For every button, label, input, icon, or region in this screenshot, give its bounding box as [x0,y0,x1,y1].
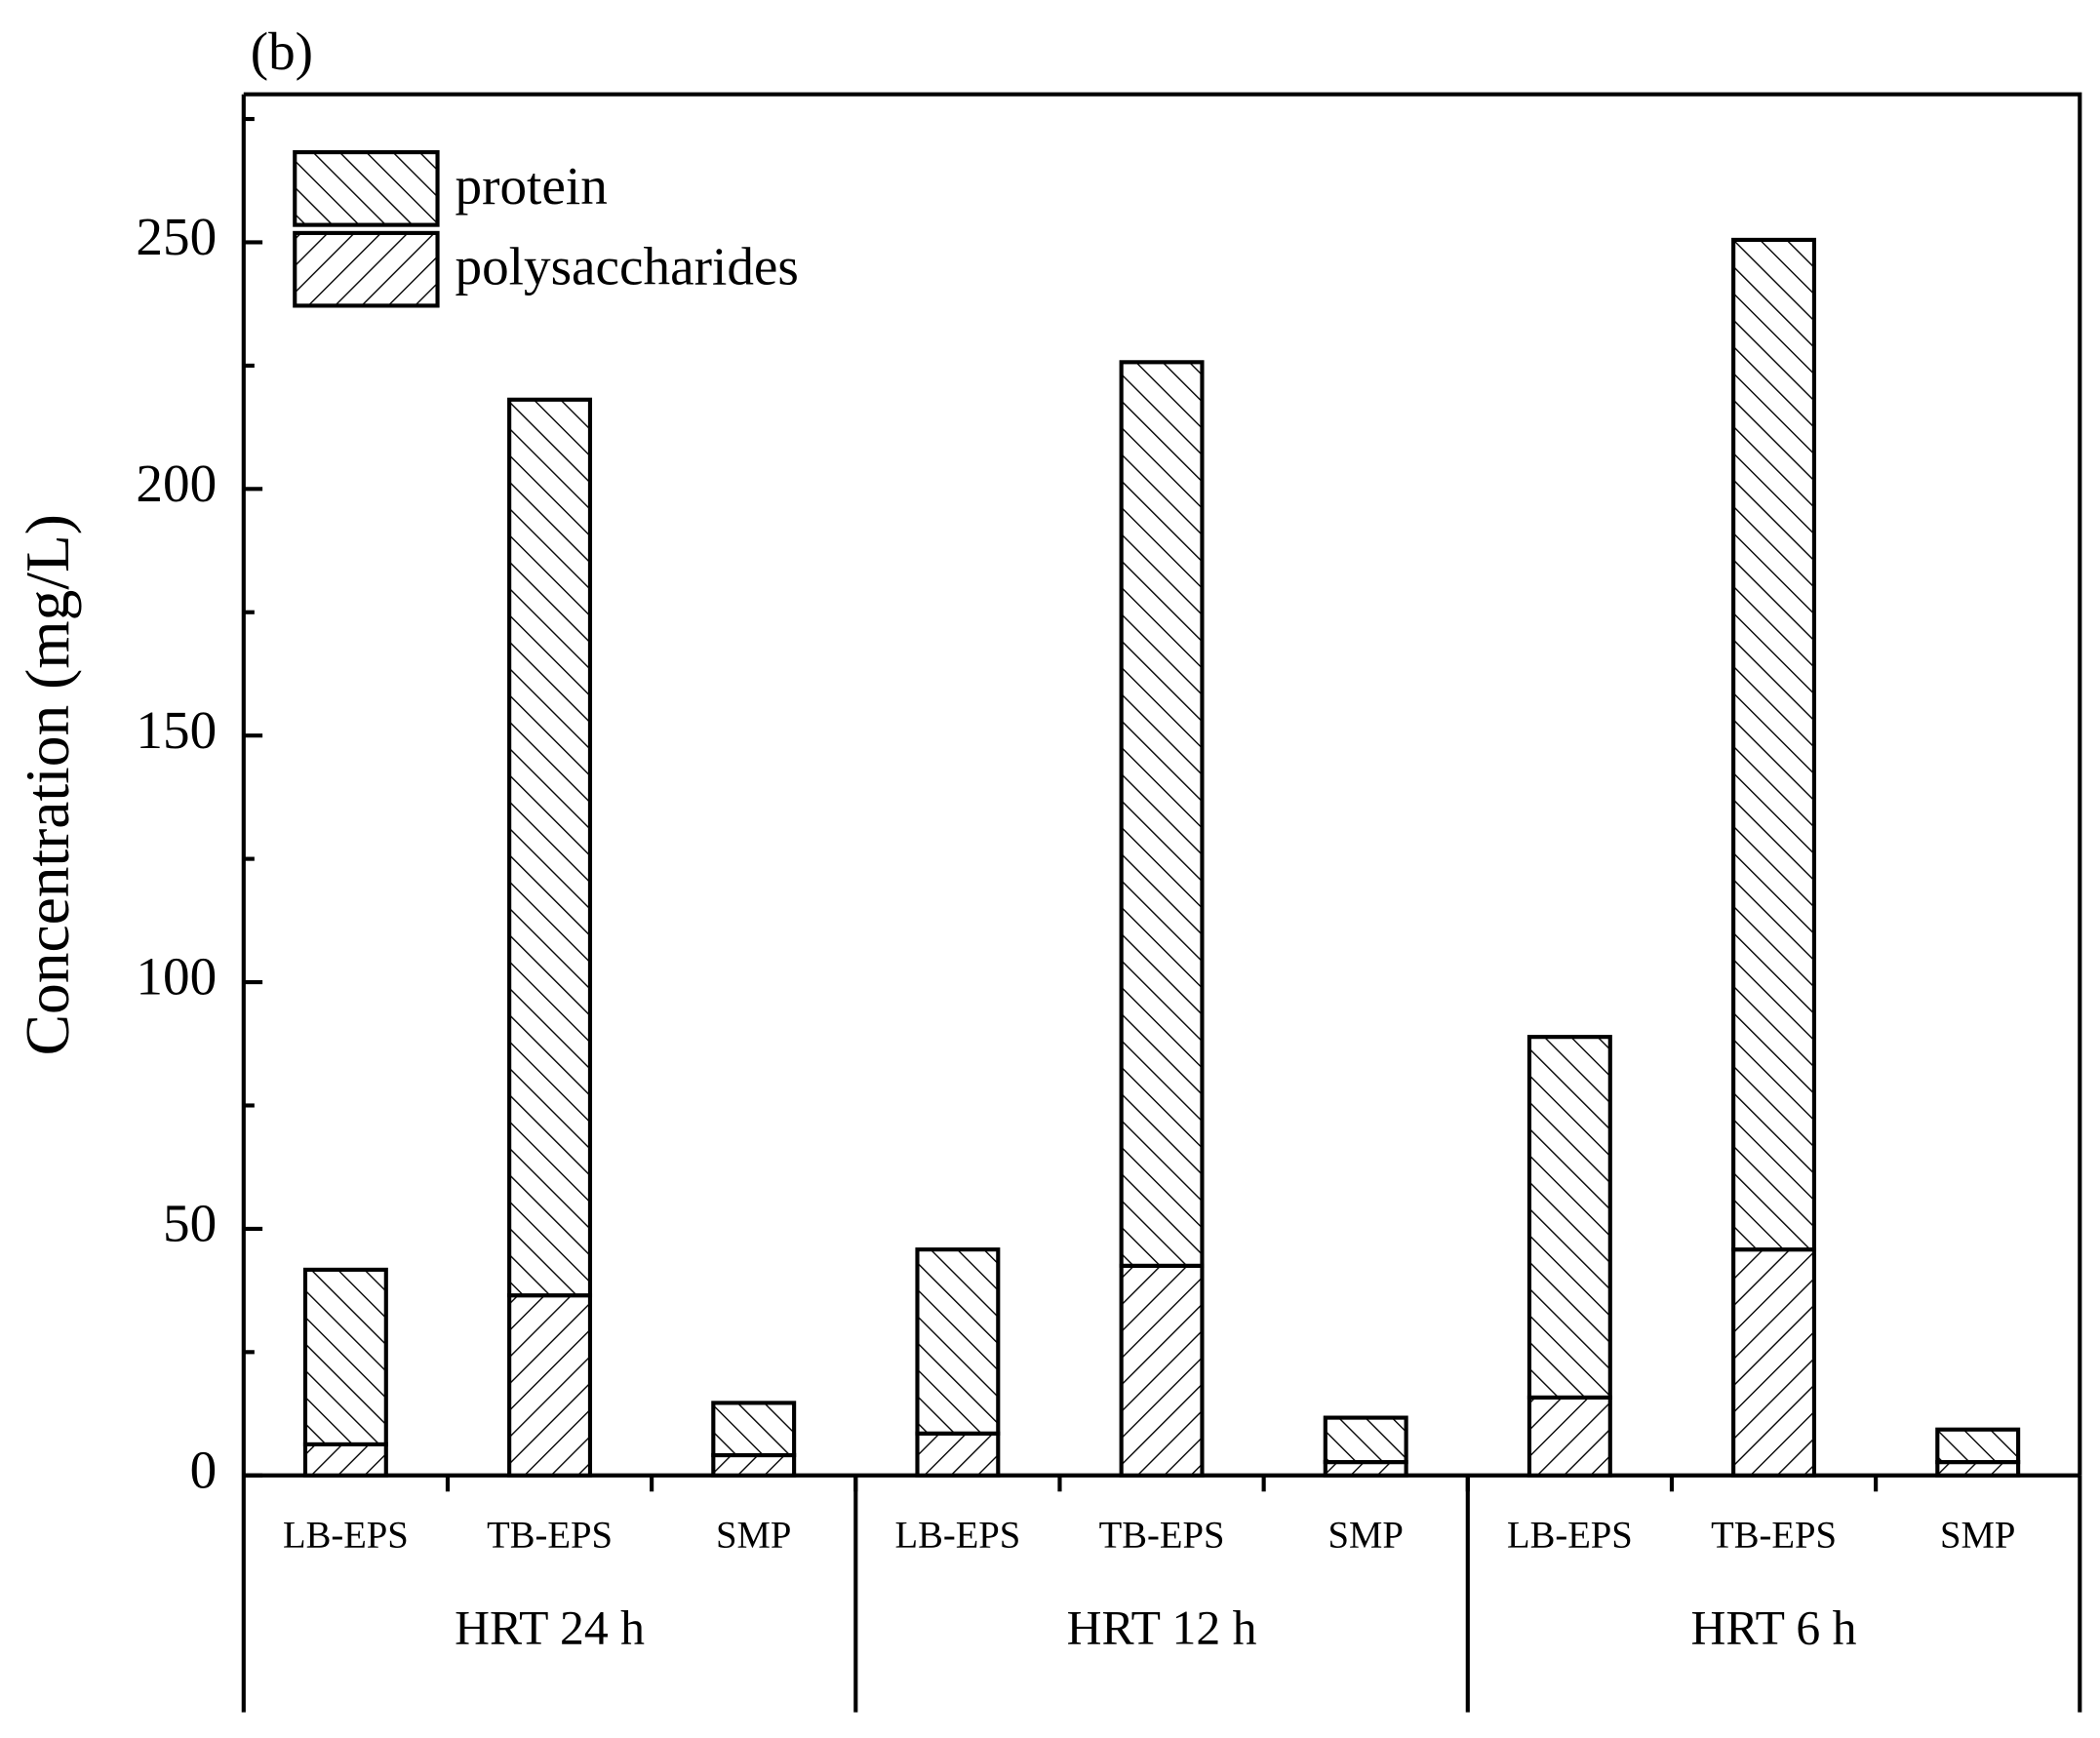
y-axis-label: Concentration (mg/L) [13,514,82,1055]
x-tick-label: SMP [1328,1515,1404,1556]
x-tick-label: SMP [1940,1515,2015,1556]
y-tick-label: 50 [163,1194,217,1253]
y-tick-label: 0 [190,1440,218,1499]
y-tick-label: 100 [136,947,217,1007]
legend-swatch [293,230,440,308]
bar-segment [1731,237,1817,1252]
x-tick-label: TB-EPS [1711,1515,1837,1556]
bar-segment [302,1442,388,1478]
bar-segment [302,1267,388,1446]
bar-segment [1119,360,1205,1268]
x-tick-label: LB-EPS [894,1515,1020,1556]
bar-segment [711,1452,797,1478]
x-tick-label: LB-EPS [283,1515,409,1556]
bar-segment [1323,1415,1408,1465]
bar-segment [1526,1395,1612,1478]
x-tick-label: LB-EPS [1507,1515,1633,1556]
x-tick-label: SMP [716,1515,791,1556]
bar-segment [1526,1035,1612,1400]
y-tick-label: 250 [136,207,217,266]
group-label: HRT 24 h [455,1601,645,1655]
group-label: HRT 12 h [1067,1601,1257,1655]
group-label: HRT 6 h [1691,1601,1857,1655]
bar-segment [507,1293,593,1478]
bar-segment [915,1431,1001,1478]
x-tick-label: TB-EPS [487,1515,613,1556]
legend-swatch [293,150,440,227]
y-tick-label: 200 [136,454,217,513]
x-tick-label: TB-EPS [1099,1515,1225,1556]
y-tick-label: 150 [136,700,217,760]
bar-segment [507,397,593,1298]
bar-segment [1119,1263,1205,1478]
bar-segment [915,1247,1001,1436]
legend-label: protein [455,156,607,216]
bar-segment [1935,1427,2021,1465]
bar-segment [1731,1247,1817,1478]
panel-label: (b) [251,21,313,81]
legend-label: polysaccharides [455,237,798,296]
bar-segment [711,1401,797,1458]
